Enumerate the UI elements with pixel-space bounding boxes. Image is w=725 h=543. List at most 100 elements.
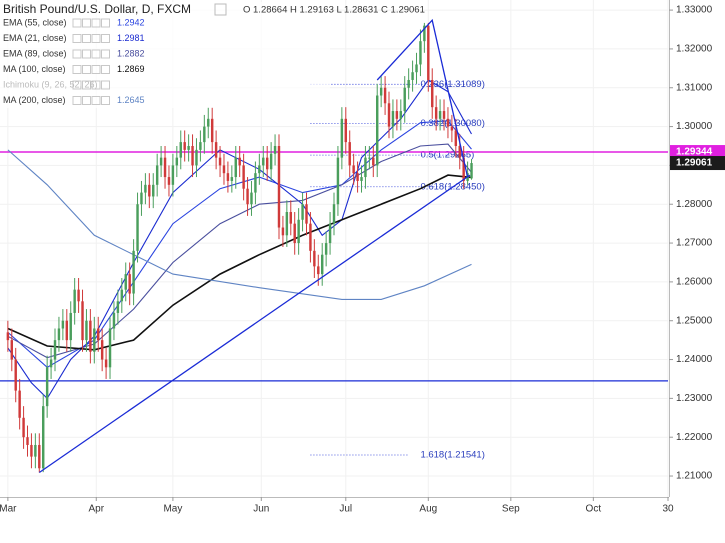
candle-body	[195, 149, 198, 166]
x-tick-label: Jul	[339, 504, 352, 515]
candle-body	[214, 142, 218, 158]
y-tick-label: 1.31000	[676, 82, 713, 93]
candle-body	[238, 157, 241, 166]
legend-icon[interactable]	[101, 65, 110, 74]
candle-body	[128, 274, 131, 294]
candle-body	[171, 165, 175, 185]
candle-body	[187, 145, 190, 150]
legend-icon[interactable]	[72, 18, 82, 28]
candle-body	[61, 320, 65, 329]
y-tick-label: 1.32000	[676, 44, 713, 55]
candle-body	[348, 142, 351, 166]
candle-body	[191, 145, 194, 166]
legend-icon[interactable]	[82, 80, 91, 90]
candle-body	[10, 340, 14, 360]
candle-body	[427, 25, 430, 80]
candle-body	[301, 204, 304, 220]
candle-body	[470, 163, 473, 179]
legend-icon[interactable]	[72, 80, 82, 90]
legend-icon[interactable]	[101, 18, 110, 28]
candle-body	[38, 444, 41, 469]
legend-value: 1.2981	[117, 33, 145, 43]
candle-body	[262, 157, 265, 166]
candle-body	[376, 95, 379, 166]
candle-body	[454, 130, 458, 146]
legend-name: MA (100, close)	[3, 64, 66, 74]
candle-body	[167, 177, 171, 185]
candle-body	[132, 250, 135, 294]
legend-icon[interactable]	[91, 34, 101, 43]
candle-body	[344, 118, 348, 143]
last-price-bg	[670, 156, 725, 171]
legend-icon[interactable]	[101, 49, 110, 59]
fib-label: 0.382(1.30080)	[420, 118, 484, 129]
candle-body	[419, 41, 422, 65]
candle-body	[6, 332, 10, 341]
legend-icon[interactable]	[91, 18, 101, 28]
legend-icon[interactable]	[72, 34, 82, 43]
candle-body	[155, 165, 159, 185]
candle-body	[234, 157, 237, 178]
candle-body	[218, 157, 222, 166]
candle-body	[210, 118, 214, 143]
candle-body	[124, 274, 127, 290]
legend-icon[interactable]	[82, 18, 91, 28]
legend-value: 1.2882	[117, 48, 145, 58]
legend-icon[interactable]	[82, 96, 91, 105]
legend-icon[interactable]	[91, 65, 101, 74]
candle-body	[458, 145, 461, 158]
candle-body	[293, 223, 296, 244]
legend-icon[interactable]	[91, 49, 101, 59]
candle-body	[281, 227, 285, 236]
x-tick-label: Mar	[0, 504, 17, 515]
candle-body	[399, 111, 403, 119]
candle-body	[120, 289, 124, 302]
candle-body	[85, 320, 88, 341]
legend-icon[interactable]	[82, 65, 91, 74]
y-tick-label: 1.25000	[676, 315, 713, 326]
candle-body	[265, 157, 269, 170]
legend-icon[interactable]	[72, 96, 82, 105]
legend-icon[interactable]	[91, 96, 101, 105]
ohlc-readout: O 1.28664 H 1.29163 L 1.28631 C 1.29061	[243, 5, 425, 16]
candle-body	[226, 173, 230, 181]
legend-icon[interactable]	[91, 80, 101, 90]
legend-icon[interactable]	[82, 34, 91, 43]
candle-body	[403, 87, 406, 112]
legend-icon[interactable]	[101, 80, 110, 90]
legend-icon[interactable]	[72, 49, 82, 59]
candle-body	[140, 192, 143, 205]
legend-icon[interactable]	[82, 49, 91, 59]
candle-body	[368, 157, 371, 159]
candle-body	[53, 340, 57, 360]
candle-body	[356, 173, 359, 181]
legend-icon[interactable]	[101, 96, 110, 105]
candle-body	[175, 157, 179, 166]
candle-body	[73, 289, 76, 313]
candle-body	[269, 153, 273, 170]
candle-body	[450, 126, 454, 131]
icon-button[interactable]	[214, 3, 227, 16]
x-tick-label: 30	[662, 504, 674, 515]
indicator-line	[7, 149, 472, 300]
candle-body	[391, 111, 395, 127]
candle-body	[258, 165, 261, 174]
fib-label: 0.236(1.31089)	[420, 79, 484, 90]
candle-body	[442, 111, 446, 119]
candle-body	[100, 340, 104, 360]
candle-body	[372, 157, 375, 166]
legend-icon[interactable]	[101, 34, 110, 43]
candle-body	[317, 266, 320, 275]
candle-body	[320, 254, 324, 275]
price-label-bg	[670, 145, 725, 160]
fib-label: 0.5(1.29265)	[420, 150, 474, 161]
candle-body	[352, 165, 355, 174]
legend-value: 1.2869	[117, 64, 145, 74]
y-tick-label: 1.24000	[676, 354, 713, 365]
x-tick-label: Oct	[586, 504, 602, 515]
legend-name: EMA (21, close)	[3, 33, 67, 43]
legend-icon[interactable]	[72, 65, 82, 74]
y-tick-label: 1.33000	[676, 5, 713, 16]
candle-body	[411, 72, 414, 80]
